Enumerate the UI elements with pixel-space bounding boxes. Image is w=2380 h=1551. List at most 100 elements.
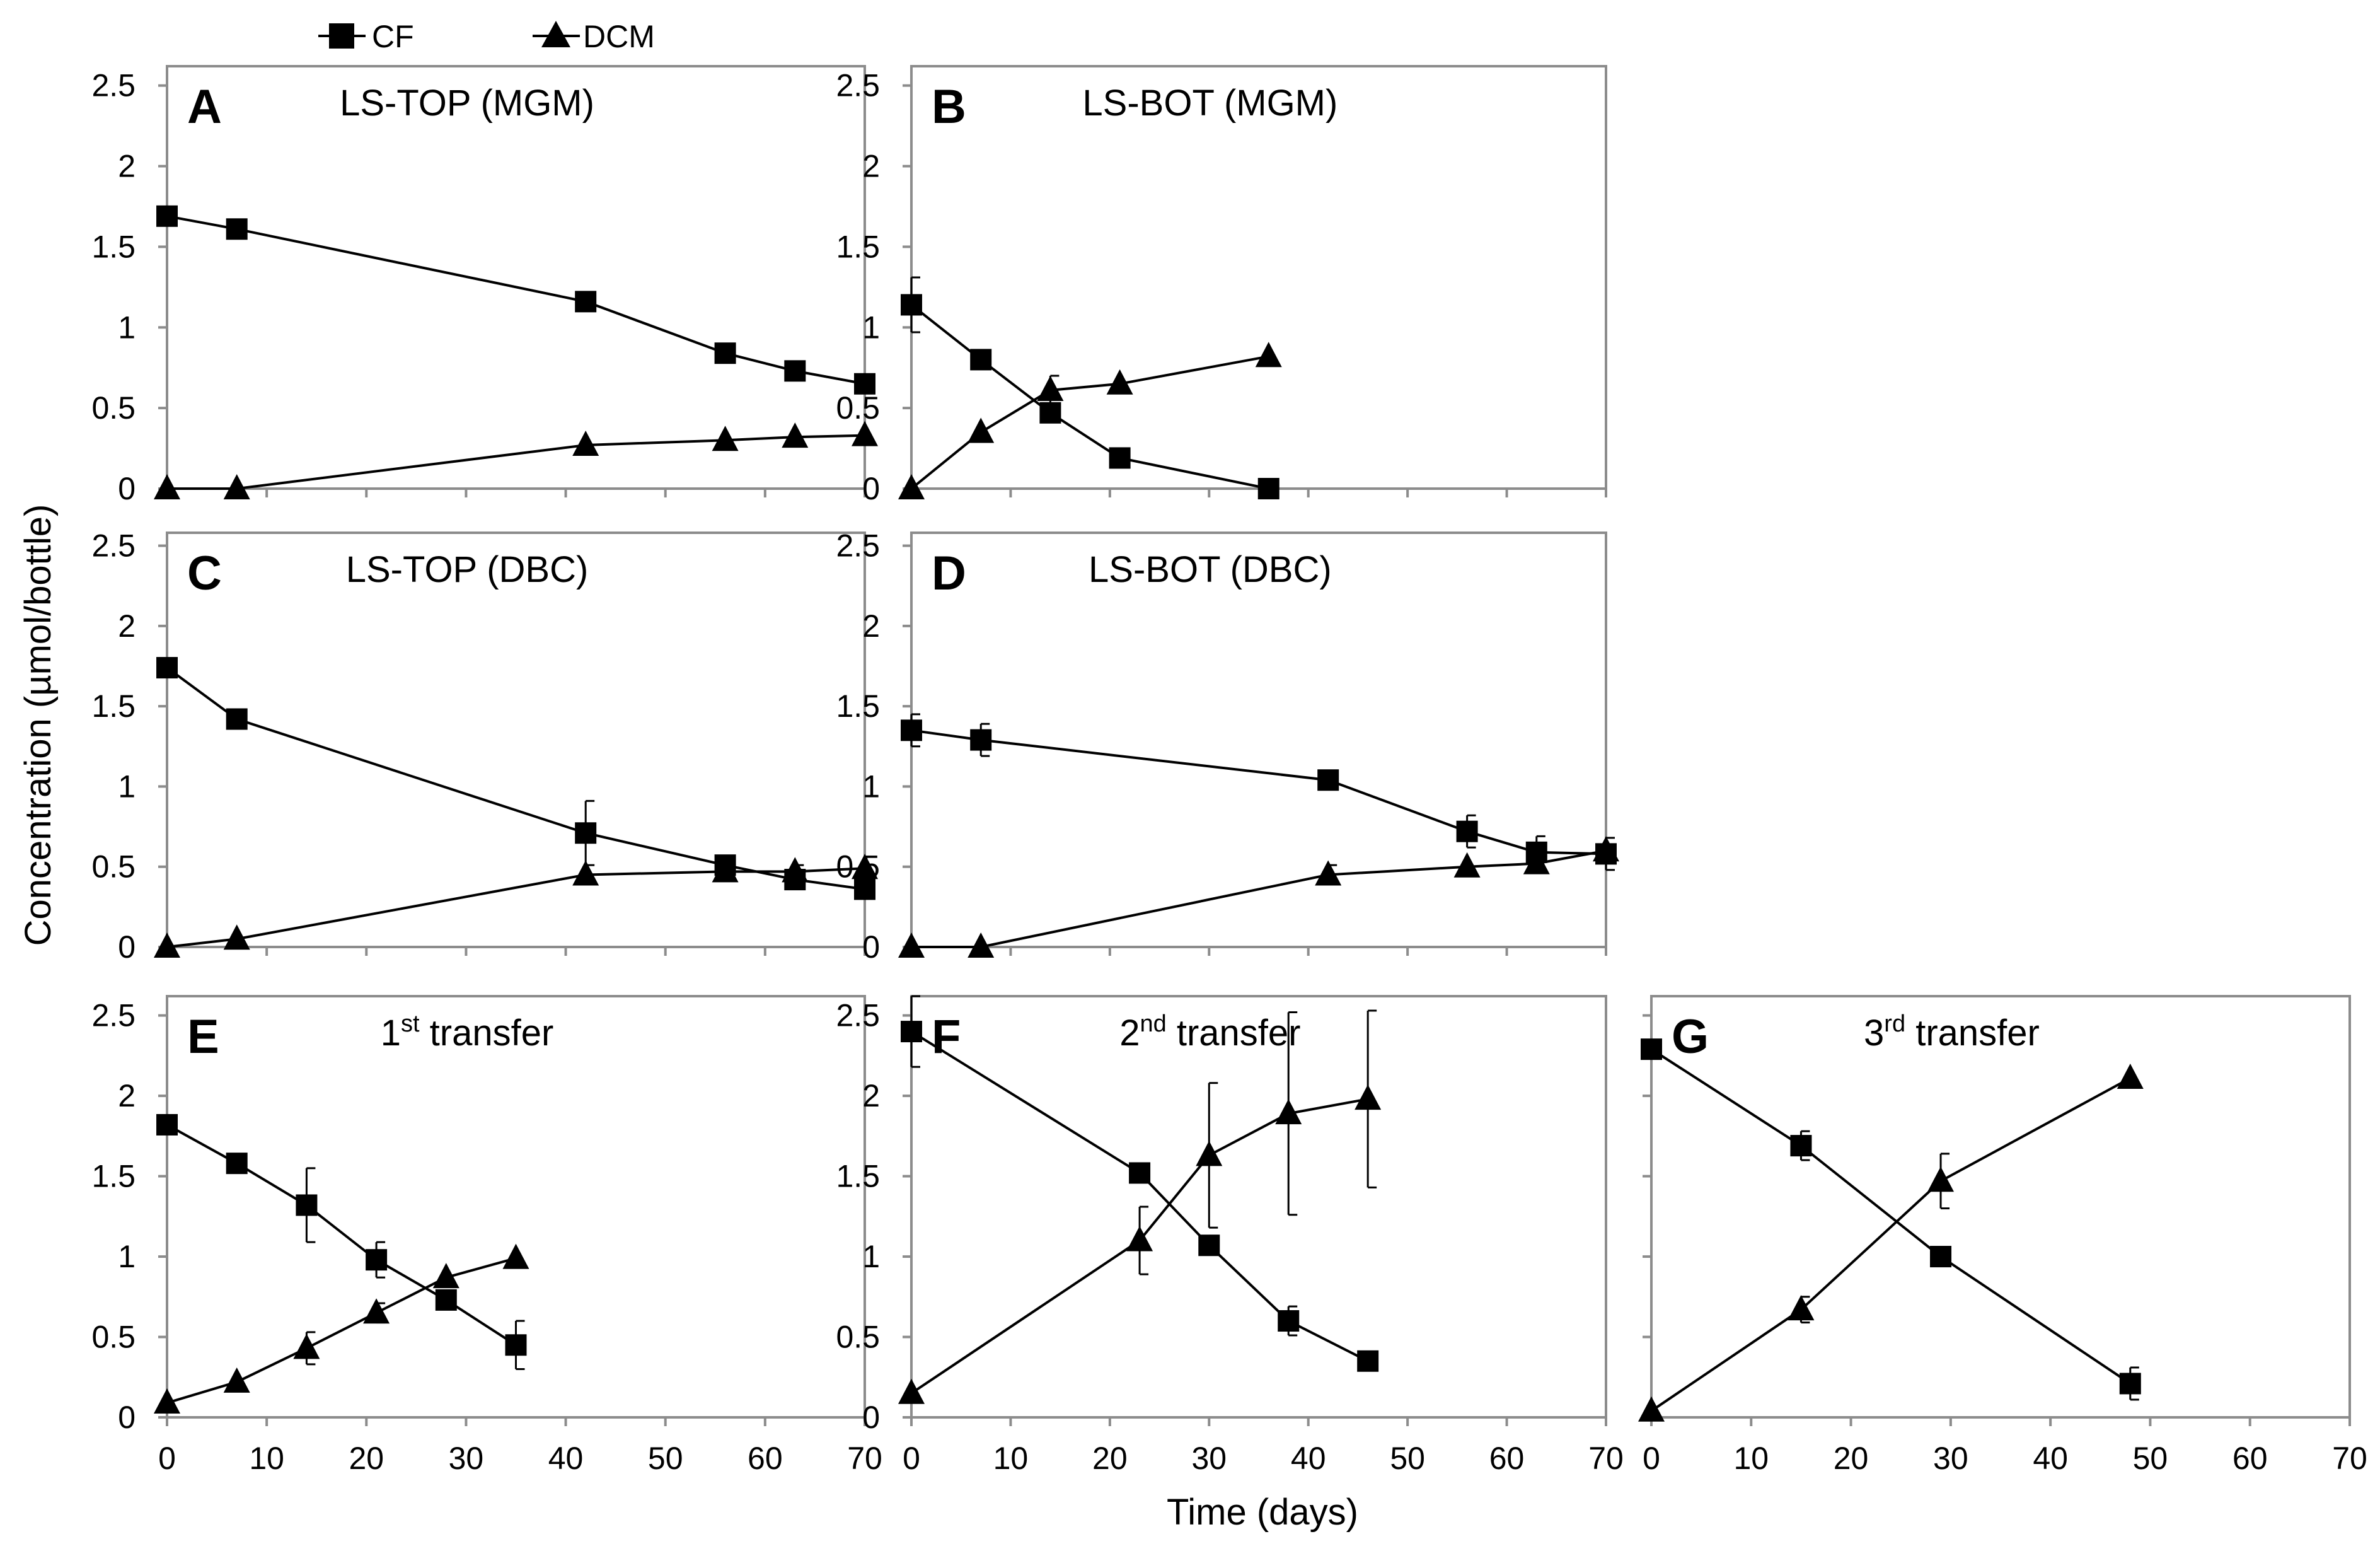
cf-data-point	[505, 1334, 527, 1356]
y-tick-label: 1.5	[836, 1159, 880, 1194]
y-tick-label: 2.5	[836, 998, 880, 1033]
cf-data-point	[1109, 447, 1131, 469]
y-tick-label: 1.5	[91, 1159, 136, 1194]
dcm-data-point	[572, 860, 599, 886]
y-tick-label: 0.5	[91, 390, 136, 426]
cf-data-point	[156, 1113, 178, 1136]
legend-cf-marker	[329, 23, 354, 49]
y-tick-label: 1	[118, 310, 136, 345]
y-tick-label: 0.5	[836, 390, 880, 426]
plot-area-frame	[166, 532, 866, 948]
x-tick-label: 70	[1588, 1441, 1624, 1476]
cf-data-point	[366, 1249, 388, 1271]
cf-data-point	[854, 878, 875, 900]
cf-data-point	[1456, 820, 1478, 842]
y-tick-label: 0.5	[836, 849, 880, 885]
dcm-series-line	[911, 849, 1607, 948]
y-tick-label: 0	[118, 929, 136, 965]
cf-data-point	[1790, 1135, 1812, 1157]
dcm-data-point	[712, 857, 739, 883]
panel-letter: C	[187, 547, 222, 600]
y-tick-label: 1.5	[836, 229, 880, 264]
y-tick-label: 1	[862, 310, 880, 345]
y-tick-label: 1.5	[91, 688, 136, 724]
x-axis-title: Time (days)	[1167, 1492, 1358, 1533]
dcm-data-point	[1196, 1141, 1223, 1166]
x-tick-label: 20	[349, 1441, 384, 1476]
dcm-data-point	[968, 417, 995, 443]
plot-area-frame	[910, 995, 1607, 1419]
panel-letter: B	[932, 80, 966, 134]
x-tick-label: 0	[158, 1441, 176, 1476]
panel-letter: E	[187, 1010, 219, 1064]
dcm-data-point	[1355, 1084, 1382, 1110]
plot-area-frame	[910, 532, 1607, 948]
y-tick-label: 2.5	[836, 68, 880, 103]
dcm-data-point	[1255, 342, 1282, 368]
panel-d: 0 0.5 1 1.5 2 2.5 D LS-BOT (DBC)	[836, 528, 1619, 965]
x-tick-label: 0	[903, 1441, 920, 1476]
dcm-data-point	[712, 426, 739, 451]
x-tick-label: 30	[1933, 1441, 1968, 1476]
panel-title: 2nd transfer	[1119, 1011, 1300, 1054]
y-tick-label: 1.5	[836, 688, 880, 724]
panel-title: 3rd transfer	[1864, 1011, 2040, 1054]
x-tick-label: 70	[847, 1441, 882, 1476]
x-tick-label: 10	[249, 1441, 284, 1476]
y-tick-label: 2	[118, 1078, 136, 1113]
y-tick-label: 2	[862, 608, 880, 644]
plot-area-frame	[166, 995, 866, 1419]
cf-series-line	[910, 303, 1269, 490]
y-tick-label: 2	[118, 149, 136, 184]
panel-title: LS-BOT (DBC)	[1089, 549, 1332, 590]
dcm-data-point	[223, 924, 250, 950]
y-tick-label: 2	[862, 1078, 880, 1113]
x-tick-label: 30	[1191, 1441, 1227, 1476]
dcm-data-point	[1126, 1226, 1153, 1252]
cf-data-point	[1930, 1246, 1952, 1268]
cf-series-line	[166, 214, 865, 385]
panel-title: LS-TOP (MGM)	[340, 83, 594, 124]
dcm-data-point	[1927, 1166, 1955, 1192]
y-tick-label: 2.5	[836, 528, 880, 564]
dcm-data-point	[363, 1298, 390, 1324]
cf-data-point	[2119, 1373, 2141, 1395]
y-tick-label: 0	[862, 929, 880, 965]
cf-data-point	[1257, 478, 1280, 499]
x-tick-label: 40	[1291, 1441, 1326, 1476]
cf-series-line	[910, 1030, 1369, 1362]
cf-data-point	[435, 1289, 457, 1311]
y-tick-label: 2	[118, 608, 136, 644]
cf-data-point	[1278, 1310, 1300, 1332]
dcm-data-point	[898, 1378, 925, 1404]
dcm-data-point	[572, 430, 599, 456]
panel-letter: F	[932, 1010, 961, 1064]
legend-cf-label: CF	[372, 19, 414, 54]
cf-data-point	[156, 657, 178, 679]
dcm-data-point	[968, 932, 995, 958]
dcm-data-point	[154, 1388, 180, 1414]
cf-data-point	[970, 729, 992, 751]
dcm-data-point	[1453, 852, 1481, 878]
dcm-data-point	[1315, 860, 1342, 886]
dcm-data-point	[1593, 836, 1619, 862]
dcm-data-point	[852, 854, 878, 880]
x-tick-label: 40	[2033, 1441, 2068, 1476]
dcm-data-point	[293, 1333, 320, 1359]
x-tick-label: 60	[1489, 1441, 1525, 1476]
cf-data-point	[854, 373, 875, 395]
x-tick-label: 70	[2332, 1441, 2367, 1476]
dcm-series-line	[910, 355, 1269, 490]
cf-data-point	[226, 218, 248, 240]
cf-series-line	[166, 1124, 517, 1346]
dcm-data-point	[898, 474, 925, 499]
cf-data-point	[901, 294, 922, 316]
y-tick-label: 1	[862, 769, 880, 804]
dcm-data-point	[432, 1263, 459, 1289]
panel-a: 0 0.5 1 1.5 2 2.5 A LS-TOP (MGM)	[91, 65, 878, 506]
dcm-data-point	[1523, 849, 1550, 874]
x-tick-label: 10	[993, 1441, 1029, 1476]
panel-letter: A	[187, 80, 222, 134]
x-tick-label: 0	[1643, 1441, 1660, 1476]
x-tick-label: 20	[1834, 1441, 1869, 1476]
